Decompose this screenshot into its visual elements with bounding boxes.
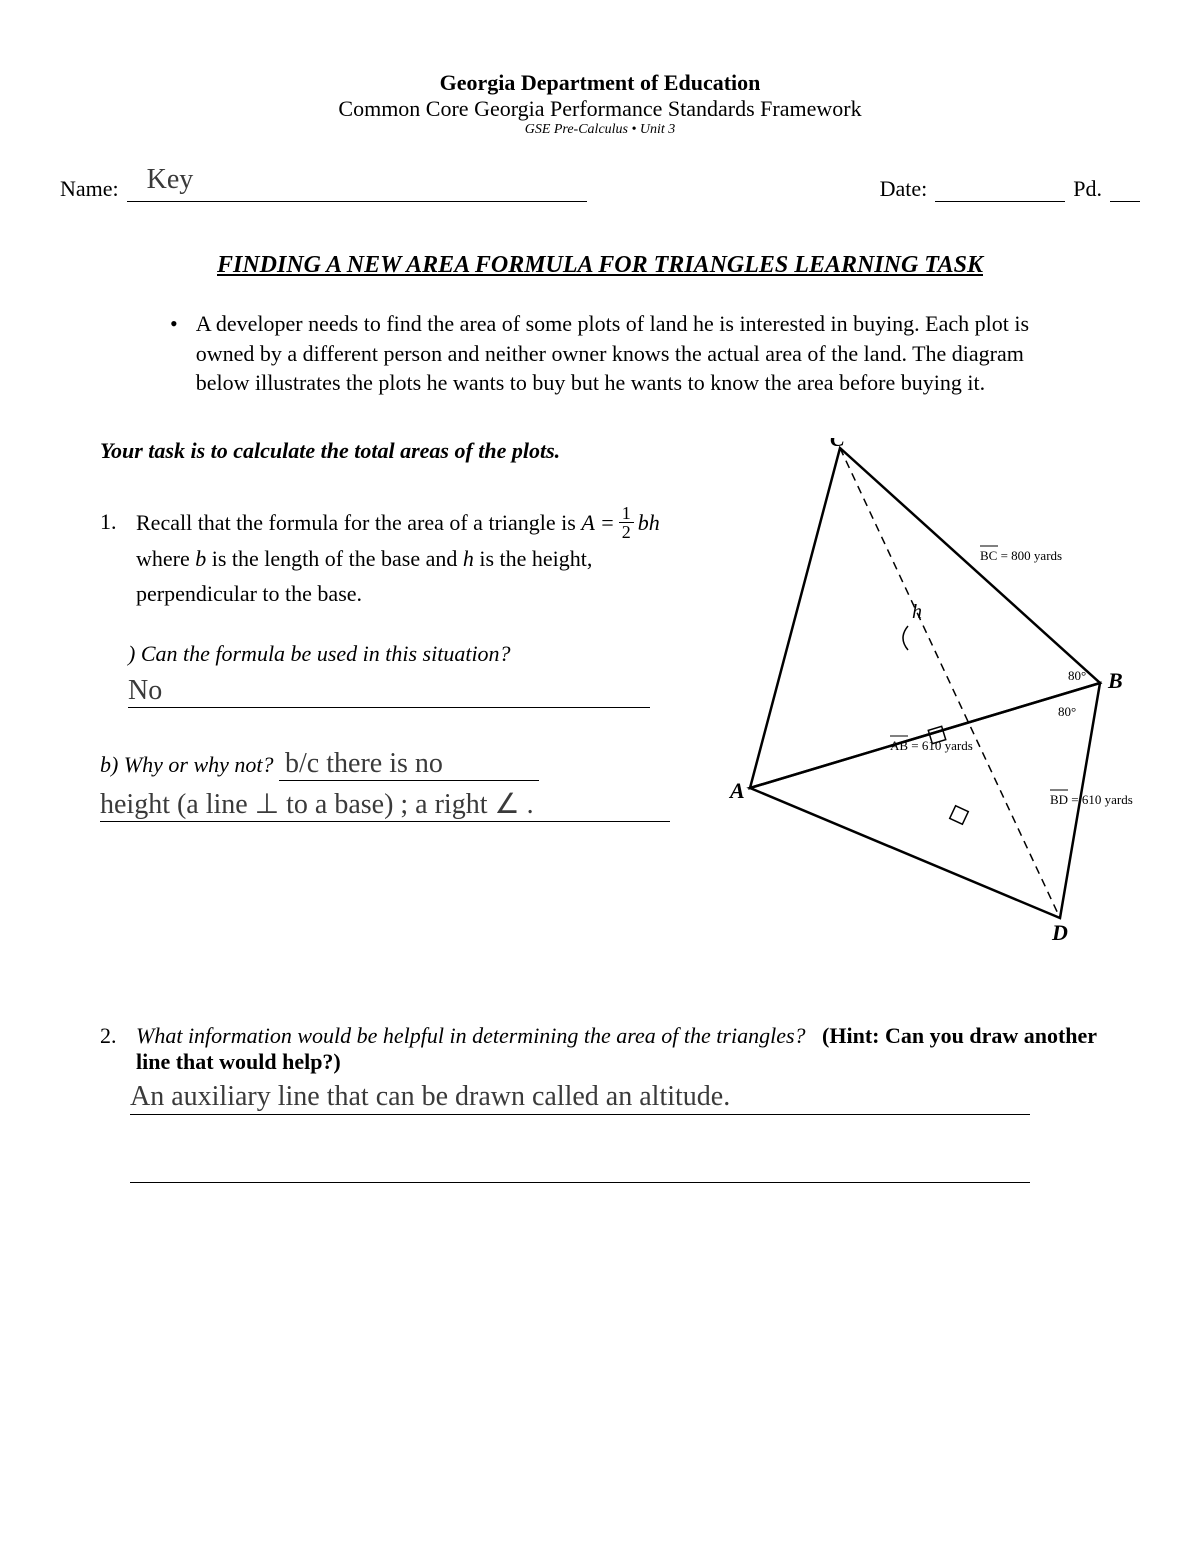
q1-number: 1. xyxy=(100,504,124,611)
bullet-icon: • xyxy=(170,309,178,398)
page-header: Georgia Department of Education Common C… xyxy=(60,70,1140,138)
intro-paragraph: • A developer needs to find the area of … xyxy=(60,309,1140,398)
label-angle-1: 80° xyxy=(1068,668,1086,683)
worksheet-title: FINDING A NEW AREA FORMULA FOR TRIANGLES… xyxy=(60,252,1140,279)
pd-label: Pd. xyxy=(1073,176,1102,202)
altitude-dash xyxy=(840,448,1060,918)
name-label: Name: xyxy=(60,176,119,202)
header-unit: GSE Pre-Calculus • Unit 3 xyxy=(60,122,1140,138)
answer-1b-line2[interactable]: height (a line ⊥ to a base) ; a right ∠ … xyxy=(100,787,670,822)
question-2: 2. What information would be helpful in … xyxy=(60,1023,1140,1075)
date-field[interactable] xyxy=(935,174,1065,202)
h-arc xyxy=(903,626,908,650)
label-bc: BC = 800 yards xyxy=(980,548,1062,563)
name-date-row: Name: Key Date: Pd. xyxy=(60,168,1140,202)
header-title: Georgia Department of Education xyxy=(60,70,1140,96)
header-subtitle: Common Core Georgia Performance Standard… xyxy=(60,96,1140,122)
answer-2: An auxiliary line that can be drawn call… xyxy=(130,1081,730,1112)
q2-body: What information would be helpful in det… xyxy=(136,1023,1100,1075)
q1-body: Recall that the formula for the area of … xyxy=(136,504,690,611)
question-1b: b) Why or why not? b/c there is no xyxy=(100,748,690,781)
label-angle-2: 80° xyxy=(1058,704,1076,719)
label-h: h xyxy=(912,601,922,623)
triangle-abc xyxy=(750,448,1100,788)
label-a: A xyxy=(728,778,745,803)
right-angle-marker-2 xyxy=(950,806,969,825)
name-field[interactable]: Key xyxy=(127,168,587,202)
answer-1a: No xyxy=(128,675,162,706)
label-d: D xyxy=(1051,920,1068,945)
task-instruction: Your task is to calculate the total area… xyxy=(100,438,690,464)
answer-1a-line[interactable]: No xyxy=(128,675,650,708)
question-1: 1. Recall that the formula for the area … xyxy=(100,504,690,611)
intro-text: A developer needs to find the area of so… xyxy=(196,309,1060,398)
area-formula: A = 1 2 bh xyxy=(581,504,659,541)
question-1a: ) Can the formula be used in this situat… xyxy=(100,641,690,667)
answer-1b-part1: b/c there is no xyxy=(285,748,443,779)
label-b: B xyxy=(1107,668,1123,693)
answer-1b-part2: height (a line ⊥ to a base) ; a right ∠ … xyxy=(100,789,534,820)
pd-field[interactable] xyxy=(1110,174,1140,202)
triangle-diagram: h C B A D BC = 800 yards AB = 610 yards … xyxy=(720,438,1140,983)
name-value: Key xyxy=(147,164,194,196)
fraction-half: 1 2 xyxy=(619,504,634,541)
label-bd: BD = 610 yards xyxy=(1050,792,1133,807)
triangle-abd xyxy=(750,683,1100,918)
answer-2-line2[interactable] xyxy=(130,1145,1030,1183)
q2-number: 2. xyxy=(100,1023,124,1075)
date-label: Date: xyxy=(880,176,928,202)
label-c: C xyxy=(830,438,845,451)
label-ab: AB = 610 yards xyxy=(890,738,973,753)
answer-1b-line1[interactable]: b/c there is no xyxy=(279,748,539,781)
answer-2-line1[interactable]: An auxiliary line that can be drawn call… xyxy=(130,1081,1030,1115)
